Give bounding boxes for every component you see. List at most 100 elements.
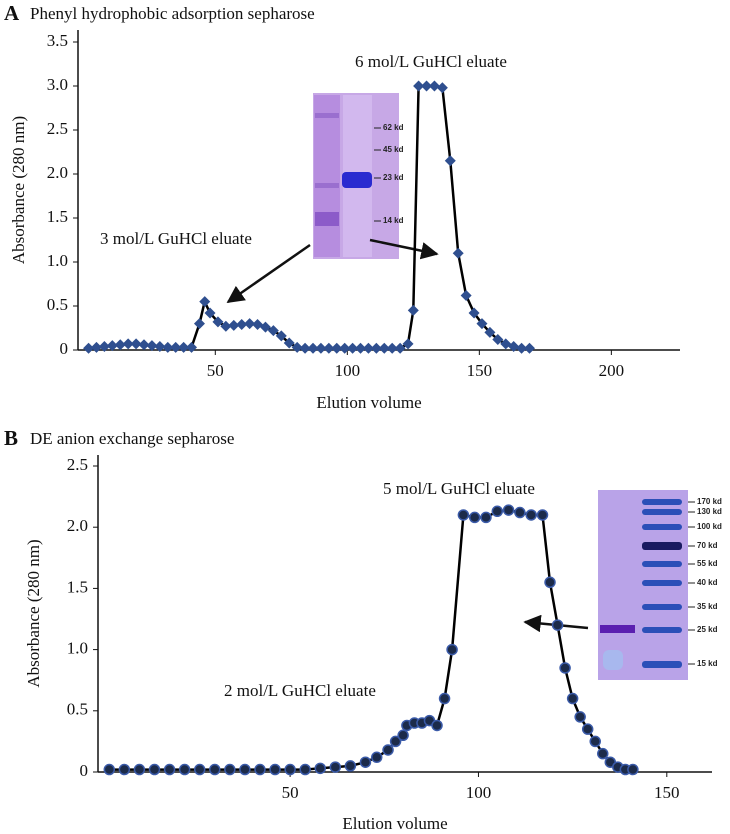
marker [460,289,472,301]
gel-label: 70 kd [697,541,718,550]
marker [148,763,161,776]
marker [476,318,488,330]
gel-label: 100 kd [697,522,722,531]
arrow [226,243,311,304]
y-tick-label: 0.5 [47,295,68,314]
y-tick-label: 1.5 [67,577,88,596]
x-axis-label: Elution volume [342,814,447,833]
marker [492,333,504,345]
marker [228,319,240,331]
marker [344,760,357,772]
marker [284,763,296,776]
marker [484,326,496,338]
marker [339,342,351,354]
marker [193,318,205,330]
marker [275,330,287,342]
marker [524,342,535,354]
marker [407,304,419,316]
y-tick-label: 1.0 [67,639,88,658]
data-line [88,84,530,350]
marker [347,342,359,354]
marker [244,318,256,330]
gel-image-b [598,490,688,680]
y-axis-label: Absorbance (280 nm) [24,539,43,687]
marker [146,340,158,352]
marker [428,80,440,92]
gel-label: 14 kd [383,216,404,225]
marker [431,719,443,732]
marker [536,509,549,521]
marker [118,763,131,776]
annotation: 6 mol/L GuHCl eluate [355,52,507,71]
marker [269,763,281,776]
marker [106,340,118,352]
y-tick-label: 0 [80,761,89,780]
y-tick-label: 3.5 [47,31,68,50]
marker [370,342,382,354]
marker [163,763,176,776]
gel-label: 23 kd [383,173,404,182]
y-tick-label: 2.5 [67,455,88,474]
x-tick-label: 50 [207,361,224,380]
marker [362,342,374,354]
annotation: 3 mol/L GuHCl eluate [100,229,252,248]
marker [314,762,326,775]
marker [480,511,492,524]
marker [114,339,126,351]
gel-label: 15 kd [697,659,718,668]
gel-label: 170 kd [697,497,722,506]
marker [436,82,448,94]
marker [502,504,515,516]
marker [291,341,303,353]
annotation: 2 mol/L GuHCl eluate [224,681,376,700]
marker [254,763,266,776]
x-tick-label: 150 [467,361,493,380]
marker [566,692,579,705]
arrow [369,238,439,260]
marker [122,338,134,350]
marker [402,338,414,350]
marker [178,341,190,353]
marker [239,763,251,776]
marker [130,338,142,350]
marker [370,751,383,764]
marker [133,763,146,776]
marker [283,337,295,349]
marker [457,509,470,521]
marker [103,763,116,776]
marker [444,155,456,167]
marker [382,744,394,756]
marker [299,763,311,776]
x-tick-label: 100 [335,361,361,380]
marker [186,341,198,353]
marker [516,342,528,354]
marker [209,763,221,776]
marker [525,509,537,521]
marker [627,763,639,776]
y-tick-label: 0 [60,339,69,358]
marker [220,320,232,332]
gel-label: 40 kd [697,578,718,587]
marker [307,342,319,354]
y-tick-label: 0.5 [67,700,88,719]
marker [170,341,182,353]
marker [544,576,556,589]
panel-letter: A [4,1,20,25]
gel-label: 45 kd [383,145,404,154]
y-tick-label: 2.0 [67,516,88,535]
marker [355,342,367,354]
marker [315,342,327,354]
gel-label: 62 kd [383,123,404,132]
marker [98,340,110,352]
y-tick-label: 3.0 [47,75,68,94]
marker [138,339,150,351]
marker [212,316,224,328]
marker [508,340,520,352]
y-tick-label: 1.0 [47,251,68,270]
marker [359,756,372,768]
panel-title: DE anion exchange sepharose [30,429,234,448]
y-tick-label: 1.5 [47,207,68,226]
marker [452,247,464,259]
marker [551,619,564,631]
